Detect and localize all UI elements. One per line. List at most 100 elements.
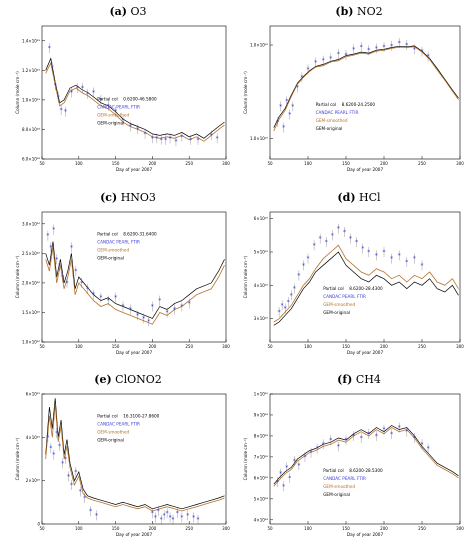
- y-axis-label: Column (mole cm⁻²): [15, 71, 20, 114]
- ftir-point: *: [70, 482, 73, 489]
- panel-f: (f) CH4 50 100 150 200 250 300 4×10¹⁸ 5×10¹⁸ 6×10…: [243, 373, 464, 537]
- y-tick-label: 2×10¹⁵: [26, 478, 41, 483]
- ftir-point: *: [276, 119, 279, 126]
- ftir-point: *: [80, 280, 83, 287]
- ftir-point: *: [383, 249, 386, 256]
- ftir-point: *: [355, 239, 358, 246]
- ftir-point: *: [398, 40, 401, 47]
- plot-frame: [41, 393, 227, 525]
- x-tick-label: 50: [39, 344, 45, 349]
- legend-gem-original: GEM-original: [323, 492, 350, 497]
- y-tick-label: 8.0×10¹⁸: [22, 127, 40, 132]
- ftir-point: *: [92, 292, 95, 299]
- ftir-point: *: [310, 450, 313, 457]
- panel-title: (e) ClONO2: [94, 373, 162, 386]
- ftir-point: *: [390, 431, 393, 438]
- legend-partial-col-label: Partial col: [97, 413, 118, 418]
- ftir-point: *: [160, 137, 163, 144]
- ftir-point: *: [329, 437, 332, 444]
- y-tick-label: 6×10¹⁵: [254, 216, 269, 221]
- legend-gem-smoothed: GEM-smoothed: [97, 112, 129, 117]
- panel-title-species-text: NO2: [357, 5, 383, 18]
- ftir-point: *: [421, 49, 424, 56]
- ftir-point: *: [151, 510, 154, 517]
- ftir-point: *: [279, 471, 282, 478]
- x-tick-label: 250: [185, 526, 193, 531]
- ftir-point: *: [360, 435, 363, 442]
- ftir-point: *: [290, 292, 293, 299]
- ftir-point: *: [284, 306, 287, 313]
- y-tick-label: 2.0×10¹⁶: [22, 280, 40, 285]
- panel-title-prefix: (f): [337, 373, 352, 386]
- ftir-point: *: [278, 309, 281, 316]
- x-tick-label: 250: [418, 526, 426, 531]
- ftir-point: *: [383, 427, 386, 434]
- ftir-point: *: [337, 51, 340, 58]
- ftir-point: *: [121, 118, 124, 125]
- ftir-point: *: [349, 236, 352, 243]
- ftir-point: *: [361, 246, 364, 253]
- series-line-gem-smoothed: [273, 46, 459, 132]
- ftir-point: *: [86, 91, 89, 98]
- ftir-point: *: [74, 469, 77, 476]
- legend-partial-col-label: Partial col: [97, 231, 118, 236]
- ftir-point: *: [83, 495, 86, 502]
- ftir-point: *: [293, 286, 296, 293]
- legend-partial-col-label: Partial col: [323, 286, 344, 291]
- x-tick-label: 150: [112, 161, 120, 166]
- legend-ftir: CANDAC PEARL FTIR: [97, 421, 140, 426]
- x-tick-label: 300: [222, 161, 230, 166]
- series-line-gem-smoothed: [45, 247, 225, 325]
- ftir-point: *: [316, 446, 319, 453]
- y-axis-label: Column (mole cm⁻²): [243, 437, 248, 480]
- ftir-point: *: [297, 272, 300, 279]
- ftir-point: *: [174, 138, 177, 145]
- ftir-point: *: [186, 512, 189, 519]
- legend-gem-smoothed: GEM-smoothed: [323, 484, 355, 489]
- x-tick-label: 50: [39, 526, 45, 531]
- ftir-point: *: [297, 462, 300, 469]
- ftir-point: *: [188, 301, 191, 308]
- x-tick-label: 100: [304, 344, 312, 349]
- panel-title: (b) NO2: [335, 5, 382, 18]
- ftir-point: *: [160, 517, 163, 524]
- ftir-point: *: [345, 52, 348, 59]
- ftir-point: *: [107, 298, 110, 305]
- x-tick-label: 250: [418, 161, 426, 166]
- legend-partial-col-value: 8.6200-28.5300: [349, 468, 383, 473]
- ftir-point: *: [383, 44, 386, 51]
- legend-partial-col-value: 8.6200-31.6400: [123, 231, 157, 236]
- x-tick-label: 300: [222, 526, 230, 531]
- x-tick-label: 100: [75, 161, 83, 166]
- ftir-point: *: [279, 103, 282, 110]
- x-tick-label: 150: [112, 526, 120, 531]
- ftir-point: *: [288, 111, 291, 118]
- ftir-point: *: [367, 431, 370, 438]
- ftir-point: *: [287, 299, 290, 306]
- ftir-point: *: [49, 244, 52, 251]
- x-tick-label: 150: [342, 161, 350, 166]
- y-tick-label: 5×10¹⁵: [254, 250, 269, 255]
- ftir-point: *: [180, 515, 183, 522]
- plot-frame: [269, 211, 461, 343]
- plot-frame: [41, 25, 227, 160]
- y-tick-label: 3.0×10¹⁶: [22, 221, 40, 226]
- series-line-gem-original: [273, 45, 459, 128]
- ftir-point: *: [303, 454, 306, 461]
- ftir-point: *: [70, 90, 73, 97]
- ftir-point: *: [142, 315, 145, 322]
- ftir-point: *: [121, 304, 124, 311]
- x-axis-label: Day of year 2007: [347, 167, 384, 172]
- legend-gem-smoothed: GEM-smoothed: [97, 429, 129, 434]
- panel-title-species-text: CH4: [356, 373, 381, 386]
- ftir-point: *: [166, 309, 169, 316]
- series-line-gem-smoothed: [45, 61, 225, 142]
- x-tick-label: 50: [39, 161, 45, 166]
- ftir-point: *: [86, 286, 89, 293]
- ftir-point: *: [288, 475, 291, 482]
- ftir-point: *: [61, 274, 64, 281]
- ftir-point: *: [325, 239, 328, 246]
- ftir-point: *: [405, 42, 408, 49]
- x-axis-label: Day of year 2007: [116, 532, 153, 537]
